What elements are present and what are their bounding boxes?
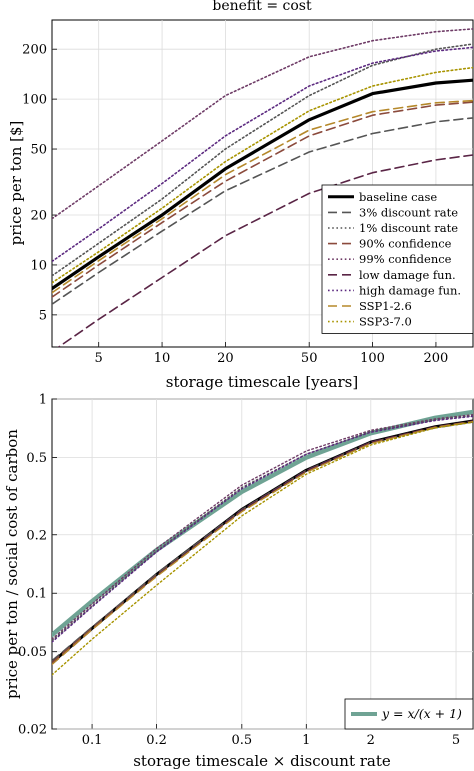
series-line-ssp1-2-6 <box>52 99 473 294</box>
series-line-low-damage-fun- <box>57 154 473 347</box>
series-lines <box>52 409 473 676</box>
x-tick-label: 2 <box>367 733 375 748</box>
legend: y = x/(x + 1) <box>344 698 474 730</box>
series-line-y-x-x-1- <box>52 409 473 638</box>
legend-label: y = x/(x + 1) <box>381 706 462 721</box>
series-line-high-damage-fun- <box>52 415 473 643</box>
y-tick-label: 0.05 <box>18 645 47 660</box>
x-tick-labels: 0.1 0.2 0.5 1 2 5 <box>82 733 460 748</box>
series-line-high-damage-fun- <box>52 46 473 263</box>
y-tick-label: 5 <box>39 308 47 323</box>
legend-label: high damage fun. <box>359 283 461 297</box>
series-line-ssp3-7-0 <box>52 421 473 676</box>
x-tick-label: 5 <box>452 733 460 748</box>
x-tick-label: 0.2 <box>146 733 167 748</box>
series-lines <box>52 28 473 347</box>
legend-label: SSP3-7.0 <box>359 315 412 329</box>
series-line-99-confidence <box>52 414 473 640</box>
x-axis-label: storage timescale [years] <box>166 373 358 391</box>
series-line-1-discount-rate <box>52 43 473 277</box>
x-tick-label: 0.1 <box>82 733 103 748</box>
x-axis-label: storage timescale × discount rate <box>133 752 391 770</box>
y-tick-label: 0.2 <box>26 528 47 543</box>
series-line-ssp1-2-6 <box>52 420 473 666</box>
x-tick-labels: 5 10 20 50 100 200 <box>95 351 449 366</box>
legend-label: 90% confidence <box>359 237 452 251</box>
y-tick-labels: 0.02 0.05 0.1 0.2 0.5 1 <box>18 393 47 738</box>
y-tick-label: 0.1 <box>26 587 47 602</box>
x-tick-label: 200 <box>424 351 449 366</box>
legend-label: 99% confidence <box>359 252 452 266</box>
legend-label: SSP1-2.6 <box>359 299 412 313</box>
legend-label: 3% discount rate <box>359 205 458 219</box>
series-line-3-discount-rate <box>52 117 473 306</box>
x-tick-label: 1 <box>302 733 310 748</box>
x-tick-label: 0.5 <box>231 733 252 748</box>
y-tick-label: 20 <box>30 209 47 224</box>
y-tick-label: 50 <box>30 143 47 158</box>
legend-box <box>321 184 474 334</box>
series-line-baseline-case <box>52 78 473 291</box>
legend-label: baseline case <box>359 190 437 204</box>
y-axis-label: price per ton / social cost of carbon <box>3 429 21 699</box>
y-tick-label: 200 <box>22 43 47 58</box>
series-line-ssp3-7-0 <box>52 66 473 284</box>
y-tick-label: 1 <box>39 393 47 408</box>
x-tick-label: 10 <box>154 351 171 366</box>
y-axis-label: price per ton [$] <box>7 121 25 246</box>
y-tick-labels: 5 10 20 50 100 200 <box>22 43 47 324</box>
chart-benefit-cost: benefit = cost 5 10 20 50 100 200 5 10 20 50 100 2… <box>7 0 474 391</box>
y-tick-label: 10 <box>30 258 47 273</box>
legend-label: low damage fun. <box>359 268 456 282</box>
chart-title: benefit = cost <box>212 0 312 14</box>
x-tick-label: 5 <box>95 351 103 366</box>
y-tick-label: 0.5 <box>26 451 47 466</box>
series-line-99-confidence <box>52 28 473 220</box>
x-tick-label: 50 <box>301 351 318 366</box>
x-tick-label: 100 <box>360 351 385 366</box>
legend-label: 1% discount rate <box>359 221 458 235</box>
y-tick-label: 100 <box>22 93 47 108</box>
series-line-low-damage-fun- <box>52 420 473 666</box>
grid <box>52 20 473 347</box>
chart-normalized-price: 0.1 0.2 0.5 1 2 5 0.02 0.05 0.1 0.2 0.5 1 storage … <box>3 393 474 770</box>
x-tick-label: 20 <box>217 351 234 366</box>
plot-area <box>51 398 474 730</box>
series-line-90-confidence <box>52 101 473 298</box>
y-tick-label: 0.02 <box>18 723 47 738</box>
